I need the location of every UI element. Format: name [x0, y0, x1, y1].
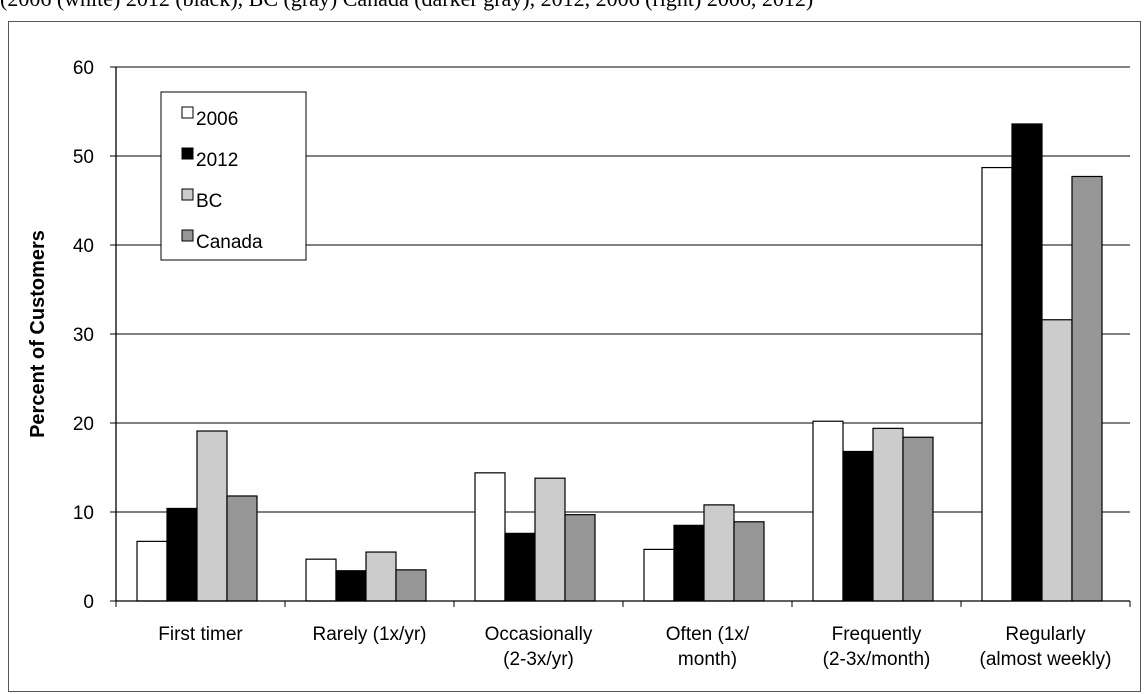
x-category-label: Regularly (almost weekly)	[980, 624, 1112, 670]
bar-canada-1	[395, 569, 427, 602]
bar-bc-4	[872, 427, 904, 602]
bar-canada-0	[226, 495, 258, 602]
y-tick-label: 40	[73, 236, 94, 257]
legend-label-2012: 2012	[196, 150, 238, 171]
bar-2012-0	[166, 507, 198, 602]
bar-bc-3	[703, 504, 735, 602]
legend-swatch-2012	[181, 147, 194, 160]
legend-label-bc: BC	[196, 191, 222, 212]
bar-2012-4	[842, 450, 874, 602]
legend-swatch-2006	[181, 106, 194, 119]
legend-swatch-canada	[181, 229, 194, 242]
legend-label-canada: Canada	[196, 232, 263, 253]
bar-canada-3	[733, 521, 765, 602]
bar-2006-3	[643, 548, 675, 602]
bar-canada-2	[564, 514, 596, 602]
legend: 2006 2012 BC Canada	[160, 91, 307, 261]
bar-2006-2	[474, 472, 506, 602]
bar-bc-1	[365, 551, 397, 602]
y-axis-label: Percent of Customers	[27, 230, 49, 438]
x-category-label: Often (1x/month)	[666, 624, 750, 670]
x-category-labels: First timer Rarely (1x/yr) Occasionally (2-…	[158, 624, 1111, 670]
y-tick-label: 50	[73, 147, 94, 168]
y-tick-label: 10	[73, 503, 94, 524]
bar-bc-2	[534, 477, 566, 602]
bar-canada-5	[1071, 175, 1103, 602]
bar-canada-4	[902, 436, 934, 602]
y-tick-label: 60	[73, 58, 94, 79]
bars	[136, 123, 1103, 602]
bar-2012-1	[335, 570, 367, 602]
y-tick-label: 20	[73, 414, 94, 435]
bar-2006-1	[305, 558, 337, 602]
legend-swatch-bc	[181, 188, 194, 201]
bar-2012-5	[1011, 123, 1043, 602]
y-tick-label: 0	[83, 592, 94, 613]
bar-bc-0	[196, 430, 228, 602]
x-category-label: First timer	[158, 624, 243, 645]
bar-2006-5	[981, 166, 1013, 602]
x-category-label: Frequently (2-3x/month)	[823, 624, 931, 670]
cropped-caption-text: (2006 (white) 2012 (black), BC (gray) Ca…	[0, 0, 1145, 12]
y-tick-labels: 0 10 20 30 40 50 60	[73, 58, 116, 613]
bar-2012-3	[673, 524, 705, 602]
x-category-label: Occasionally (2-3x/yr)	[485, 624, 593, 670]
bar-bc-5	[1041, 319, 1073, 602]
y-tick-label: 30	[73, 325, 94, 346]
bar-2012-2	[504, 532, 536, 602]
bar-2006-0	[136, 540, 168, 602]
legend-label-2006: 2006	[196, 109, 238, 130]
x-category-label: Rarely (1x/yr)	[312, 624, 426, 645]
bar-2006-4	[812, 420, 844, 602]
